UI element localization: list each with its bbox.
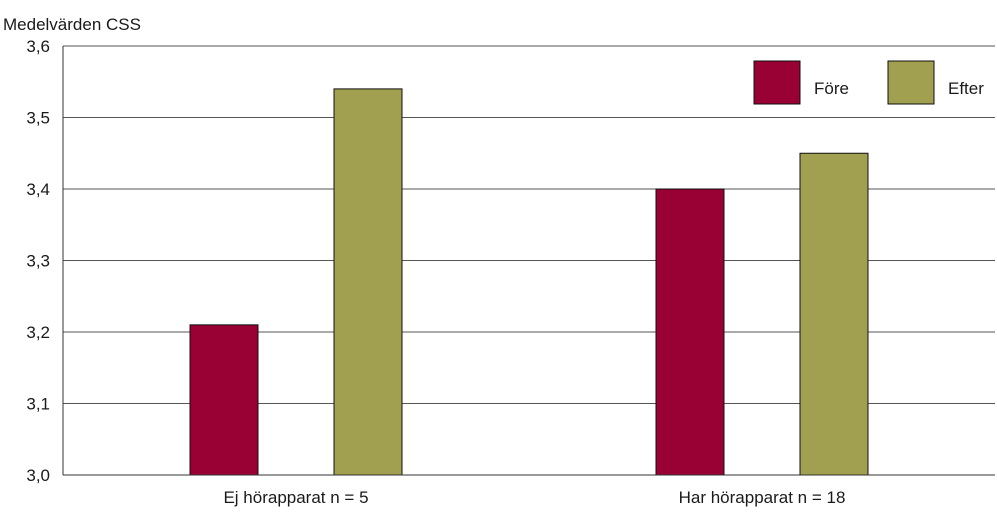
y-tick-label: 3,0 — [26, 466, 50, 485]
y-tick-label: 3,1 — [26, 395, 50, 414]
x-tick-label: Ej hörapparat n = 5 — [223, 488, 368, 507]
axes: 3,0 3,1 3,2 3,3 3,4 3,5 3,6 Ej hörapparat n = 5… — [26, 37, 995, 507]
legend-swatch — [753, 60, 801, 105]
y-tick-label: 3,4 — [26, 180, 50, 199]
y-tick-label: 3,6 — [26, 37, 50, 56]
bars — [189, 88, 869, 476]
legend-label: Före — [814, 79, 849, 98]
bar-efter-2 — [799, 152, 869, 476]
legend: Före Efter — [753, 60, 984, 105]
bar-f-re-1 — [189, 324, 259, 476]
y-tick-label: 3,5 — [26, 109, 50, 128]
bar-f-re-2 — [655, 188, 725, 476]
y-tick-label: 3,2 — [26, 323, 50, 342]
legend-label: Efter — [948, 79, 984, 98]
x-tick-label: Har hörapparat n = 18 — [679, 488, 846, 507]
y-axis-title: Medelvärden CSS — [3, 15, 141, 34]
y-tick-label: 3,3 — [26, 252, 50, 271]
bar-efter-1 — [333, 88, 403, 476]
legend-swatch — [887, 60, 935, 105]
